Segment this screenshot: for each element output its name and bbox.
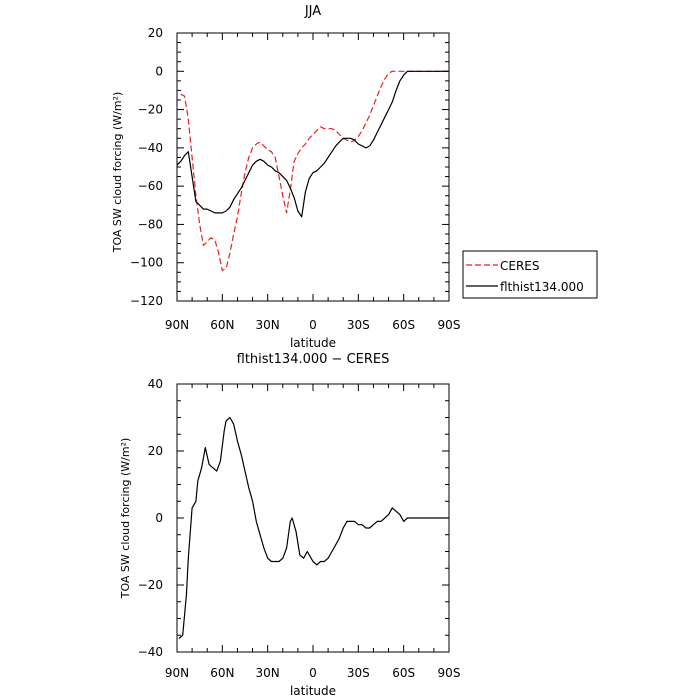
x-tick-label: 30S bbox=[347, 318, 370, 332]
x-tick-label: 90N bbox=[165, 318, 189, 332]
legend-box bbox=[462, 250, 598, 299]
y-tick-label: −60 bbox=[138, 179, 163, 193]
x-tick-label: 60N bbox=[210, 666, 234, 680]
y-tick-label: −80 bbox=[138, 217, 163, 231]
x-tick-label: 60N bbox=[210, 318, 234, 332]
series-line bbox=[176, 70, 449, 218]
series-group bbox=[178, 416, 449, 640]
top-panel: JJA 90N 60N 30N 0 30S 60S 90S 20 0 −20 −40 −60 −80 −… bbox=[111, 4, 598, 350]
y-tick-label: −40 bbox=[138, 645, 163, 659]
x-tick-label: 60S bbox=[392, 318, 415, 332]
x-tick-label: 30S bbox=[347, 666, 370, 680]
y-tick-label: −20 bbox=[138, 103, 163, 117]
chart-title: JJA bbox=[304, 4, 321, 19]
x-tick-label: 60S bbox=[392, 666, 415, 680]
legend-label-model: flthist134.000 bbox=[500, 280, 584, 294]
y-tick-label: −40 bbox=[138, 141, 163, 155]
x-tick-label: 90S bbox=[438, 318, 461, 332]
series-line bbox=[178, 416, 449, 640]
bottom-panel: flthist134.000 − CERES 90N 60N 30N 0 30S 60S 9… bbox=[119, 352, 460, 698]
y-axis: 40 20 0 −20 −40 bbox=[138, 377, 449, 659]
y-axis-label: TOA SW cloud forcing (W/m²) bbox=[111, 92, 124, 254]
x-tick-label: 30N bbox=[256, 318, 280, 332]
plot-frame bbox=[176, 32, 450, 302]
y-tick-label: −120 bbox=[130, 294, 163, 308]
y-tick-label: 20 bbox=[148, 444, 163, 458]
y-axis: 20 0 −20 −40 −60 −80 −100 −120 bbox=[130, 26, 449, 308]
x-tick-label: 90S bbox=[438, 666, 461, 680]
x-tick-label: 90N bbox=[165, 666, 189, 680]
y-tick-label: 40 bbox=[148, 377, 163, 391]
x-tick-label: 0 bbox=[309, 318, 317, 332]
x-axis: 90N 60N 30N 0 30S 60S 90S bbox=[165, 33, 461, 332]
y-tick-label: −100 bbox=[130, 256, 163, 270]
y-axis-label: TOA SW cloud forcing (W/m²) bbox=[119, 438, 132, 600]
x-axis: 90N 60N 30N 0 30S 60S 90S bbox=[165, 384, 461, 680]
chart-title: flthist134.000 − CERES bbox=[237, 352, 390, 367]
x-tick-label: 0 bbox=[309, 666, 317, 680]
series-group bbox=[176, 70, 449, 271]
y-tick-label: 0 bbox=[155, 64, 163, 78]
x-axis-label: latitude bbox=[290, 684, 336, 698]
y-tick-label: 0 bbox=[155, 511, 163, 525]
series-line bbox=[180, 70, 449, 271]
legend-label-ceres: CERES bbox=[500, 259, 540, 273]
legend: CERES flthist134.000 bbox=[462, 250, 598, 299]
x-axis-label: latitude bbox=[290, 336, 336, 350]
y-tick-label: 20 bbox=[148, 26, 163, 40]
y-tick-label: −20 bbox=[138, 578, 163, 592]
x-tick-label: 30N bbox=[256, 666, 280, 680]
